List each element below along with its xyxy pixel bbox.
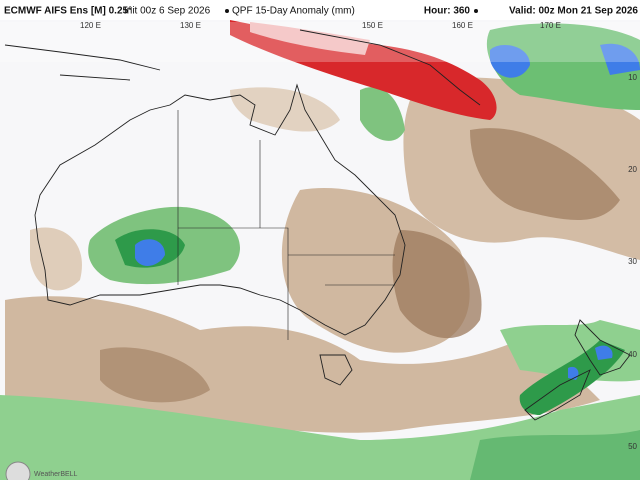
lat-label: 10 — [628, 73, 637, 82]
lat-label: 40 — [628, 350, 637, 359]
header-title: ECMWF AIFS Ens [M] 0.25° — [4, 6, 132, 17]
header-hour: Hour: 360 — [424, 6, 471, 17]
lon-label: 170 E — [540, 21, 561, 30]
indonesia — [4, 44, 161, 81]
lon-label: 120 E — [80, 21, 101, 30]
australia-coast — [34, 83, 406, 336]
lon-label: 150 E — [362, 21, 383, 30]
tasmania — [319, 354, 353, 386]
state-borders — [177, 110, 395, 340]
lon-label: 160 E — [452, 21, 473, 30]
lat-label: 50 — [628, 442, 637, 451]
nz-south — [524, 369, 591, 421]
lon-label: 130 E — [180, 21, 201, 30]
logo-text: WeatherBELL — [34, 471, 78, 478]
header-init: Init 00z 6 Sep 2026 — [124, 6, 211, 17]
header-product: QPF 15-Day Anomaly (mm) — [232, 6, 355, 17]
header: ECMWF AIFS Ens [M] 0.25° Init 00z 6 Sep … — [0, 0, 640, 20]
header-bar — [0, 0, 640, 20]
lat-label: 30 — [628, 257, 637, 266]
logo-badge — [5, 461, 31, 480]
coastlines — [4, 29, 631, 421]
new-guinea — [299, 29, 481, 106]
separator — [225, 9, 229, 13]
lat-label: 20 — [628, 165, 637, 174]
logo: WeatherBELL — [5, 461, 78, 480]
separator — [474, 9, 478, 13]
header-valid: Valid: 00z Mon 21 Sep 2026 — [509, 6, 638, 17]
graticule-labels: 120 E 130 E 150 E 160 E 170 E 10 20 30 40 50 — [80, 21, 638, 451]
anomaly-field — [0, 20, 640, 480]
nz-north — [574, 319, 631, 376]
